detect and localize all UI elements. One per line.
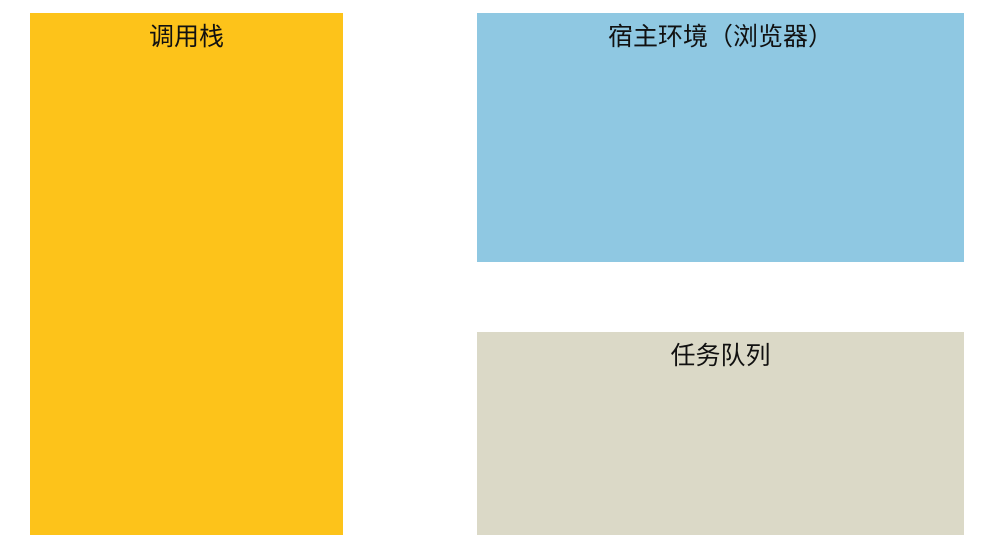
host-environment-panel: 宿主环境（浏览器） (477, 13, 964, 262)
call-stack-panel: 调用栈 (30, 13, 343, 535)
host-environment-title: 宿主环境（浏览器） (607, 22, 833, 51)
call-stack-title: 调用栈 (148, 22, 224, 51)
task-queue-title: 任务队列 (670, 341, 771, 370)
task-queue-panel: 任务队列 (477, 332, 964, 535)
